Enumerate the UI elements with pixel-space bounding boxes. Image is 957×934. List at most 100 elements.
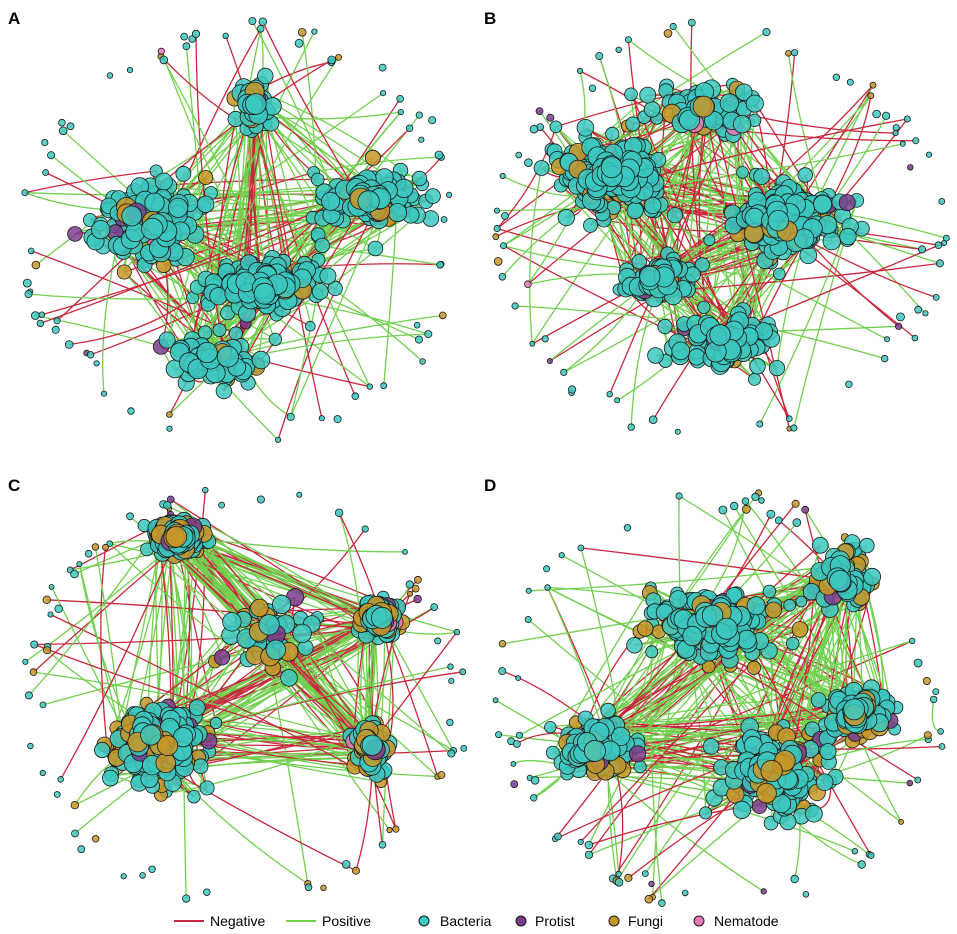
network-a [21,17,453,443]
fungi-node [91,835,100,843]
network-edge [163,59,277,279]
bacteria-node [583,217,598,233]
bacteria-node [396,95,404,103]
fungi-node [43,646,52,655]
bacteria-node [709,324,731,346]
fungi-node [867,92,875,100]
bacteria-node [790,49,799,57]
bacteria-node [294,38,304,48]
bacteria-node [94,741,111,759]
bacteria-node [199,780,215,796]
bacteria-node [615,46,622,53]
network-edge [698,126,709,325]
bacteria-node [935,259,944,268]
bacteria-node [139,872,146,879]
bacteria-node [127,407,135,415]
bacteria-node [925,151,933,158]
bacteria-node [595,52,604,61]
fungi-node [437,771,446,779]
bacteria-node [158,331,176,349]
bacteria-node [576,67,584,75]
bacteria-node [311,28,318,35]
fungi-node [386,826,393,834]
bacteria-node [501,212,509,220]
bacteria-node [624,36,632,44]
protist-node [546,113,555,122]
bacteria-node [378,63,387,72]
bacteria-node [271,594,292,615]
network-edge [704,106,790,419]
bacteria-node [631,254,647,270]
bacteria-node [626,201,644,220]
fungi-node [335,54,343,61]
bacteria-node [600,156,623,179]
bacteria-node [144,192,165,213]
bacteria-node [515,151,522,159]
nematode-node [524,280,532,289]
bacteria-node [333,415,342,424]
bacteria-node [166,425,173,432]
bacteria-node [57,775,64,783]
bacteria-node [459,668,467,676]
fungi-node [492,233,500,241]
fungi-node [364,149,381,166]
fungi-node [785,49,792,57]
bacteria-node [202,486,209,494]
bacteria-node [911,334,919,342]
bacteria-node [222,612,242,632]
bacteria-node [84,549,93,558]
bacteria-node [912,137,920,145]
network-edge [218,118,237,282]
fungi-node [407,590,413,597]
bacteria-node [154,172,173,191]
bacteria-node [258,614,280,636]
network-edge [181,31,315,348]
panel-label-c: C [8,476,20,495]
bacteria-node [126,512,134,521]
bacteria-node [265,639,287,661]
nodes [492,18,950,435]
bacteria-node [367,240,384,257]
bacteria-node [51,325,60,334]
bacteria-node [39,769,46,777]
panel-b: B [484,9,950,435]
bacteria-node [922,310,929,317]
bacteria-node [424,330,433,339]
bacteria-node [453,628,461,636]
bacteria-node [387,203,407,223]
fungi-node [91,543,100,551]
bacteria-node [511,302,519,310]
bacteria-node [48,584,55,590]
bacteria-node [605,126,620,141]
bacteria-node [311,283,329,300]
bacteria-node [414,335,423,344]
network-edge [529,167,543,344]
bacteria-node [175,165,192,182]
bacteria-node [845,380,853,388]
bacteria-node [560,368,568,376]
bacteria-node [27,742,34,750]
bacteria-node [719,93,740,113]
fungi-node [70,801,79,810]
bacteria-node [839,227,857,246]
bacteria-node [899,140,906,147]
bacteria-node [748,372,762,386]
bacteria-node [163,501,172,510]
bacteria-node [413,321,421,329]
bacteria-node [669,22,677,31]
bacteria-node [703,234,716,247]
bacteria-node [772,267,786,281]
bacteria-node [446,718,454,727]
network-edge [828,95,872,206]
bacteria-node [405,580,414,589]
bacteria-node [71,829,79,838]
bacteria-node [24,691,33,700]
bacteria-node [460,745,468,752]
bacteria-node [22,278,32,288]
bacteria-node [529,340,536,347]
bacteria-node [832,73,840,81]
bacteria-node [694,257,710,273]
bacteria-node [334,508,344,517]
bacteria-node [41,139,49,147]
bacteria-node [361,525,369,533]
